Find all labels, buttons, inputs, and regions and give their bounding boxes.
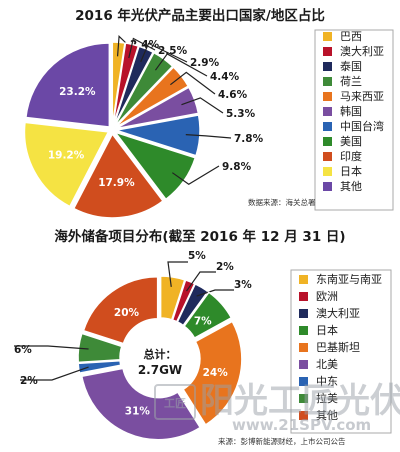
legend-item-label: 其他 xyxy=(316,409,338,422)
slice-label: 3% xyxy=(234,279,252,291)
donut-slice-拉美 xyxy=(77,332,123,364)
legend-swatch xyxy=(323,77,332,86)
leader-line xyxy=(140,42,188,63)
legend-swatch xyxy=(299,360,308,369)
legend-swatch xyxy=(299,292,308,301)
slice-label: 24% xyxy=(203,367,229,379)
legend-swatch xyxy=(299,394,308,403)
legend-swatch xyxy=(323,137,332,146)
slice-label: 2% xyxy=(216,261,234,273)
legend-swatch xyxy=(299,377,308,386)
leader-line xyxy=(14,345,89,350)
legend-item-label: 韩国 xyxy=(340,104,362,118)
leader-line xyxy=(171,165,220,186)
watermark-url: www.21SPV.com xyxy=(232,416,371,434)
pie-chart-export-share: 2.4%2.5%2.9%4.4%4.6%5.3%7.8%9.8%17.9%19.… xyxy=(23,34,264,219)
legend-item-label: 马来西亚 xyxy=(340,90,384,103)
slice-label: 31% xyxy=(125,405,151,417)
donut-slice-日本 xyxy=(183,291,233,340)
donut-slice-巴基斯坦 xyxy=(182,320,243,426)
legend-item-label: 日本 xyxy=(340,164,362,178)
leader-line xyxy=(185,134,232,139)
slice-label: 7% xyxy=(194,315,212,327)
leader-line xyxy=(20,366,89,381)
legend-item-label: 北美 xyxy=(316,358,338,371)
leader-line xyxy=(181,97,224,114)
chart2-source: 来源：彭博新能源财经，上市公司公告 xyxy=(218,436,346,446)
leader-line xyxy=(154,53,208,77)
watermark-logo-icon xyxy=(154,384,196,420)
donut-chart-overseas-projects: 5%2%3%7%24%31%2%6%20% xyxy=(14,250,252,441)
watermark-text: 阳光工匠光伏网 xyxy=(200,381,400,421)
legend-item-label: 巴基斯坦 xyxy=(316,340,360,354)
slice-label: 2% xyxy=(20,375,38,387)
slice-label: 6% xyxy=(14,344,32,356)
legend-swatch xyxy=(299,275,308,284)
legend-item-label: 日本 xyxy=(316,323,338,337)
chart2-center-value: 2.7GW xyxy=(138,363,182,377)
legend-item-label: 巴西 xyxy=(340,30,362,43)
legend-item-label: 美国 xyxy=(340,135,362,148)
legend-item-label: 其他 xyxy=(340,180,362,193)
slice-label: 2.5% xyxy=(158,45,188,57)
chart1-title: 2016 年光伏产品主要出口国家/地区占比 xyxy=(75,7,325,24)
legend-item-label: 澳大利亚 xyxy=(340,44,384,58)
legend-item-label: 澳大利亚 xyxy=(316,306,360,320)
watermark-logo-text: 工匠 xyxy=(164,396,186,410)
legend-item-label: 拉美 xyxy=(316,391,338,405)
legend-swatch xyxy=(299,309,308,318)
slice-label: 23.2% xyxy=(59,86,96,98)
legend-swatch xyxy=(323,107,332,116)
legend-swatch xyxy=(299,326,308,335)
chart1-legend-box xyxy=(314,29,394,211)
chart2-center-label: 总计： xyxy=(144,347,177,361)
legend-item-label: 泰国 xyxy=(340,59,362,73)
donut-slice-其他 xyxy=(82,276,159,345)
legend-swatch xyxy=(323,167,332,176)
slice-label: 17.9% xyxy=(98,177,135,189)
slice-label: 5.3% xyxy=(226,108,256,120)
slice-label: 20% xyxy=(114,307,140,319)
slice-label: 4.4% xyxy=(210,71,240,83)
pie-slice-其他 xyxy=(25,42,111,128)
leader-line xyxy=(186,271,216,292)
legend-swatch xyxy=(323,152,332,161)
leader-line xyxy=(116,34,128,57)
legend-swatch xyxy=(299,411,308,420)
legend-swatch xyxy=(323,47,332,56)
legend-swatch xyxy=(323,32,332,41)
legend-item-label: 中东 xyxy=(316,375,338,388)
chart2-title: 海外储备项目分布(截至 2016 年 12 月 31 日) xyxy=(54,228,345,245)
watermark: 工匠 阳光工匠光伏网 www.21SPV.com xyxy=(154,381,400,434)
legend-swatch xyxy=(299,343,308,352)
legend-swatch xyxy=(323,122,332,131)
leader-line xyxy=(170,71,216,95)
legend-swatch xyxy=(323,62,332,71)
leader-line xyxy=(196,289,234,297)
legend-item-label: 欧洲 xyxy=(316,290,338,303)
legend-item-label: 印度 xyxy=(340,149,362,163)
donut-slice-东南亚与南亚 xyxy=(159,275,186,321)
legend-item-label: 中国台湾 xyxy=(340,119,384,133)
slice-label: 5% xyxy=(188,250,206,262)
legend-swatch xyxy=(323,92,332,101)
slice-label: 4.6% xyxy=(218,89,248,101)
slice-label: 7.8% xyxy=(234,133,264,145)
legend-item-label: 东南亚与南亚 xyxy=(316,273,382,286)
legend-swatch xyxy=(323,182,332,191)
pie-slice-日本 xyxy=(23,121,110,208)
legend-item-label: 荷兰 xyxy=(340,75,362,88)
leader-line xyxy=(167,261,188,287)
slice-label: 19.2% xyxy=(48,150,85,162)
slice-label: 2.9% xyxy=(190,57,220,69)
chart1-source: 数据来源：海关总署 xyxy=(248,197,316,207)
slice-label: 9.8% xyxy=(222,161,252,173)
pie-slice-印度 xyxy=(72,132,165,219)
